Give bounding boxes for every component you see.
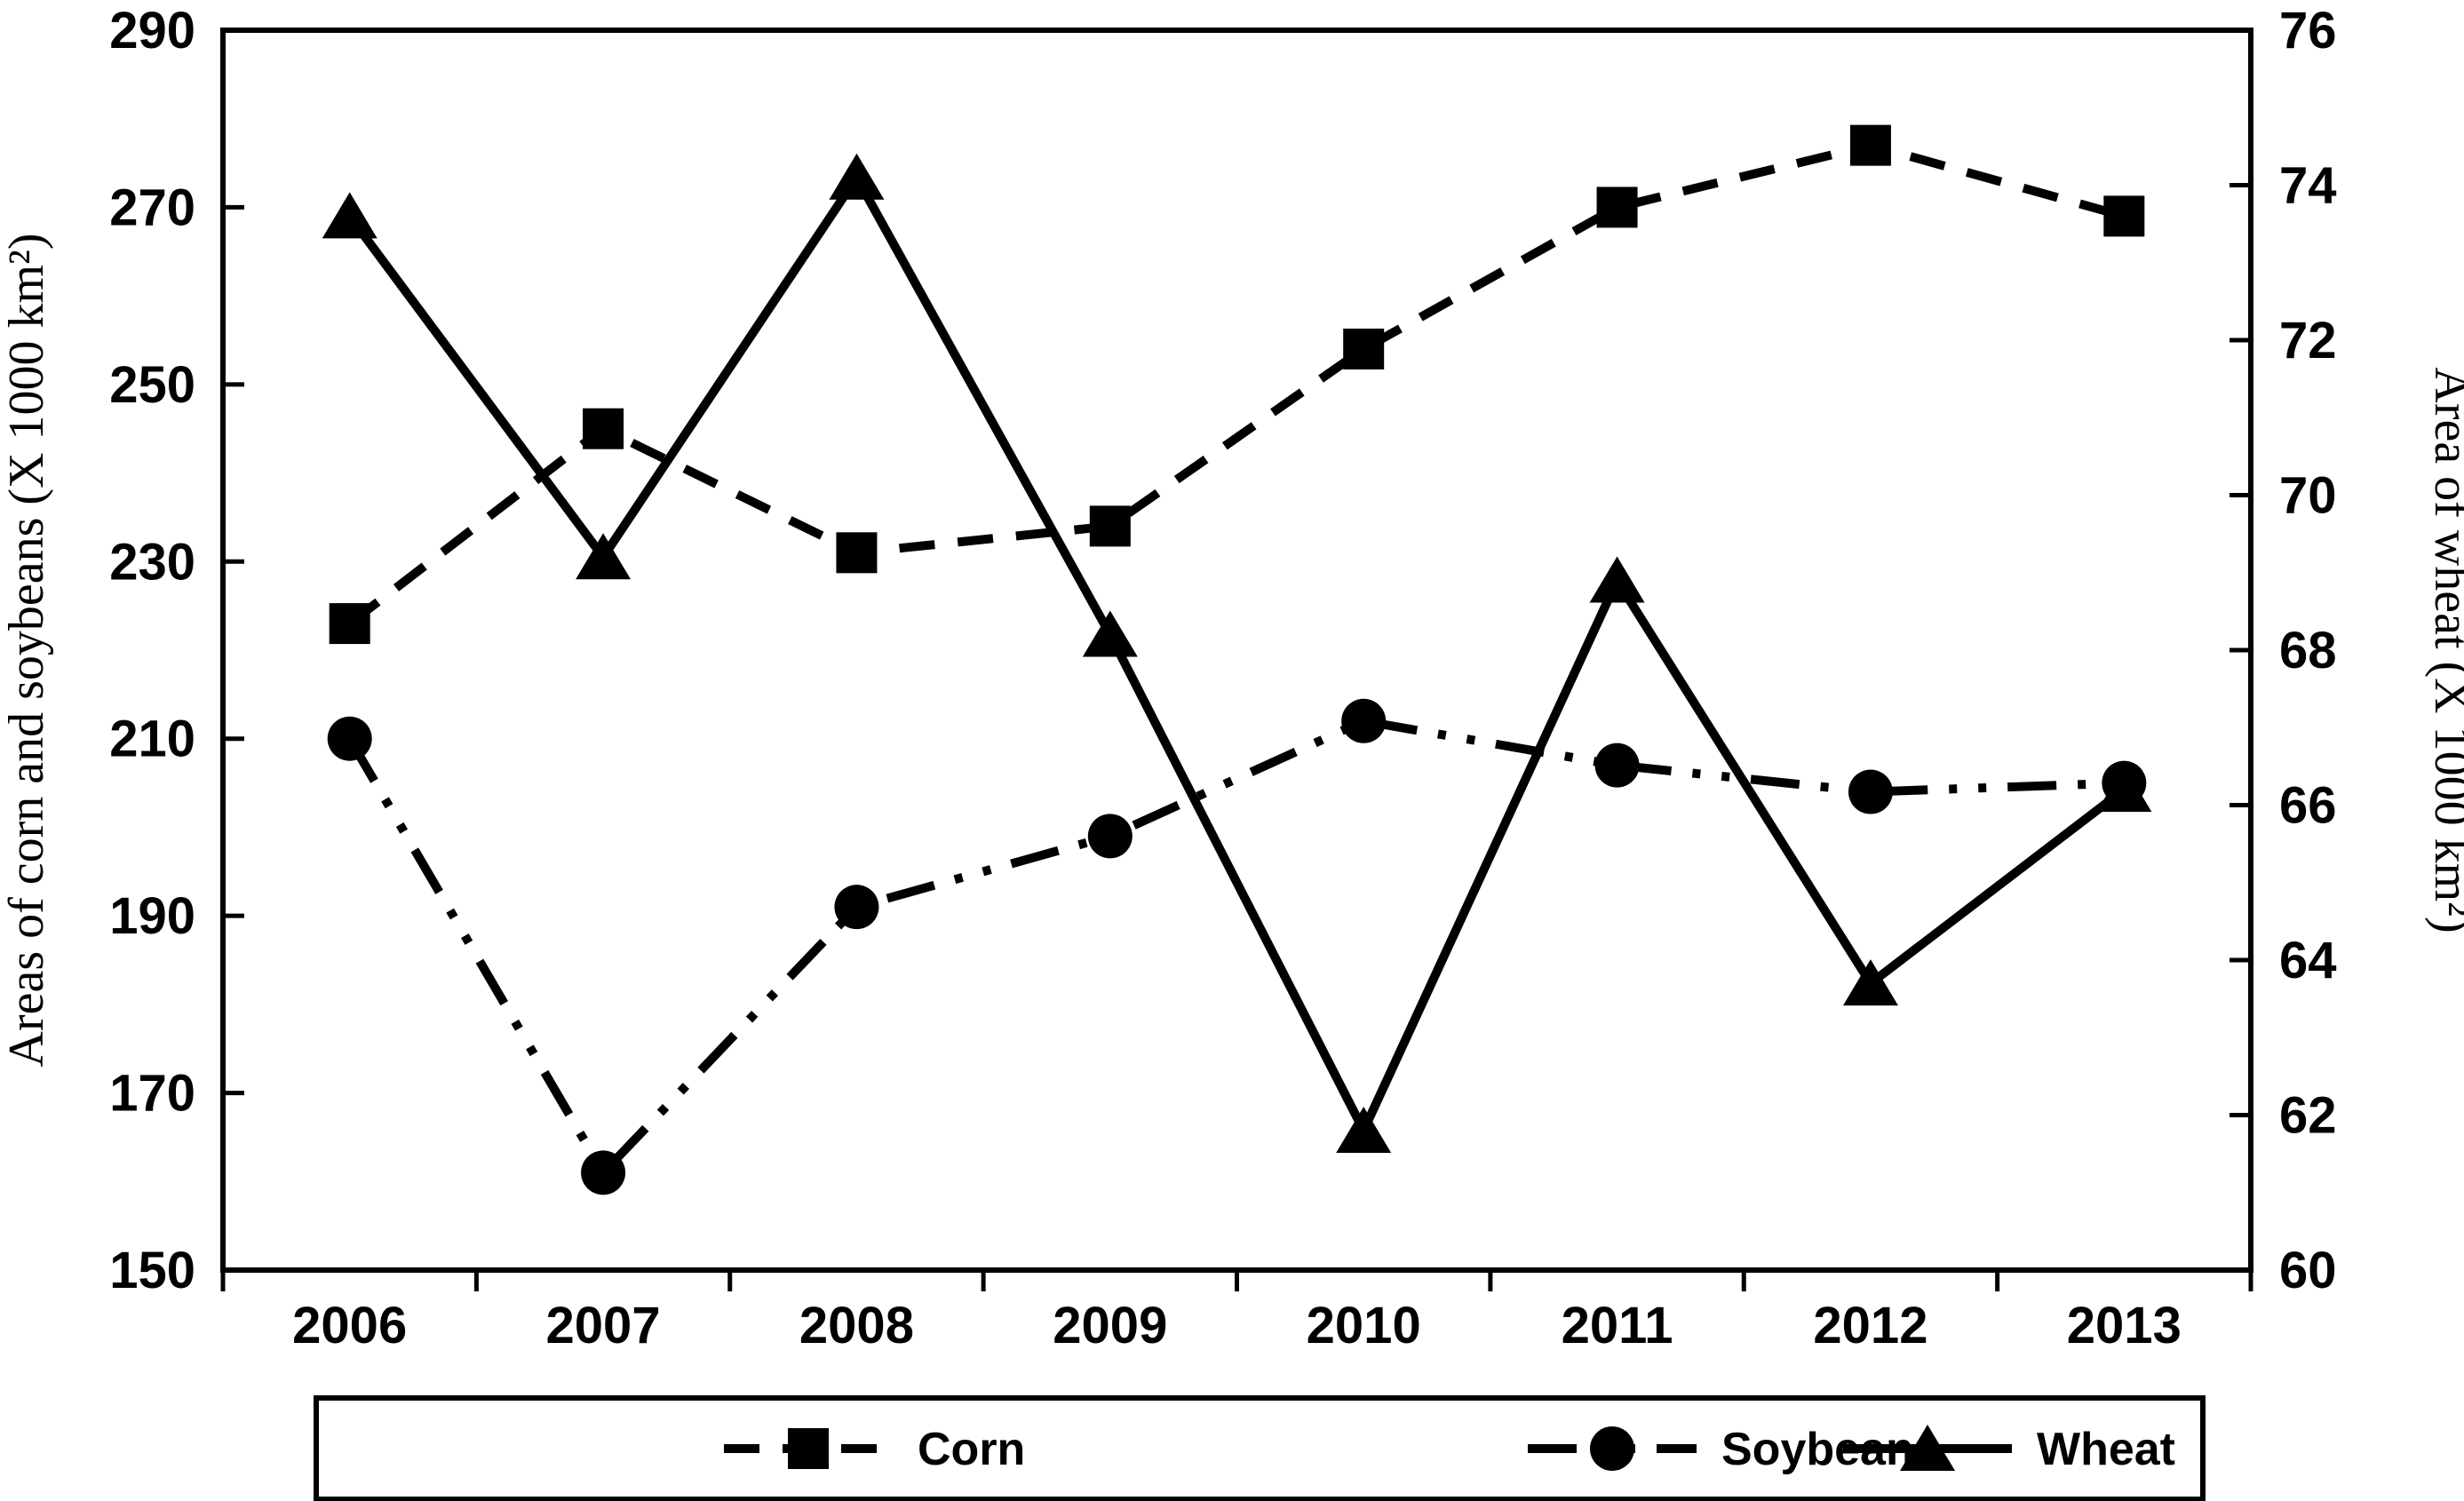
corn-line xyxy=(346,140,2126,628)
left-axis-tick-label: 190 xyxy=(109,887,195,945)
legend-entry-wheat: Wheat xyxy=(1843,1424,2175,1475)
corn-marker xyxy=(1849,124,1891,166)
x-axis-tick-label: 2011 xyxy=(1562,1297,1673,1354)
left-axis-tick-label: 290 xyxy=(109,2,195,60)
corn-marker xyxy=(1343,328,1385,369)
legend-circle-marker xyxy=(1590,1426,1634,1471)
x-axis-tick-label: 2006 xyxy=(292,1297,407,1354)
left-axis-tick-label: 230 xyxy=(109,533,195,591)
legend-square-marker xyxy=(788,1428,829,1469)
x-axis-tick-label: 2009 xyxy=(1053,1297,1167,1354)
left-axis-title: Areas of corn and soybeans (X 1000 km²) xyxy=(0,234,54,1068)
corn-marker xyxy=(836,532,878,574)
corn-marker xyxy=(583,408,624,449)
corn-marker xyxy=(2103,195,2145,237)
right-axis-tick-label: 72 xyxy=(2279,312,2337,369)
soybeans-marker xyxy=(834,885,879,930)
left-axis-tick-label: 250 xyxy=(109,356,195,414)
left-axis-tick-label: 210 xyxy=(109,711,195,768)
right-axis xyxy=(2230,28,2251,1273)
right-axis-tick-label: 66 xyxy=(2279,777,2337,835)
right-axis-title: Area of wheat (X 1000 km²) xyxy=(2424,367,2464,933)
soybeans-marker xyxy=(1087,814,1133,859)
right-axis-tick-label: 62 xyxy=(2279,1087,2337,1145)
x-axis-tick-label: 2007 xyxy=(546,1297,661,1354)
left-axis-tick-label: 170 xyxy=(109,1065,195,1123)
corn-marker xyxy=(329,603,370,645)
right-axis-tick-label: 70 xyxy=(2279,467,2337,525)
soybeans-marker xyxy=(327,716,372,761)
x-axis xyxy=(220,1270,2253,1291)
wheat-marker xyxy=(829,153,885,200)
wheat-line xyxy=(346,169,2127,1141)
legend-label: Corn xyxy=(918,1424,1025,1475)
corn-marker xyxy=(1089,505,1131,547)
right-axis-tick-label: 60 xyxy=(2279,1242,2337,1299)
wheat-marker xyxy=(1589,556,1645,603)
right-axis-tick-label: 64 xyxy=(2279,932,2337,989)
wheat-marker xyxy=(1336,1106,1392,1153)
wheat-marker xyxy=(322,192,378,239)
soybeans-marker xyxy=(2102,760,2147,806)
right-axis-tick-label: 68 xyxy=(2279,622,2337,679)
left-axis-tick-label: 270 xyxy=(109,179,195,236)
x-axis-tick-label: 2010 xyxy=(1307,1297,1421,1354)
corn-marker xyxy=(1596,187,1638,228)
legend: Corn Soybeans Wheat xyxy=(314,1395,2206,1501)
series-soybeans xyxy=(327,698,2147,1195)
legend-entry-corn: Corn xyxy=(724,1424,1025,1475)
wheat-marker xyxy=(1082,610,1138,657)
x-axis-tick-label: 2008 xyxy=(799,1297,914,1354)
left-axis-tick-label: 150 xyxy=(109,1242,195,1299)
legend-triangle-marker xyxy=(1900,1425,1955,1471)
series-corn xyxy=(329,124,2145,645)
soybeans-marker xyxy=(1594,743,1640,788)
soybeans-marker xyxy=(1848,769,1893,814)
soybeans-marker xyxy=(1341,698,1387,743)
x-axis-tick-label: 2012 xyxy=(1813,1297,1927,1354)
left-axis xyxy=(223,28,244,1273)
right-axis-tick-label: 74 xyxy=(2279,157,2337,215)
soybeans-line xyxy=(346,716,2125,1180)
soybeans-marker xyxy=(581,1150,626,1195)
legend-label: Wheat xyxy=(2037,1424,2175,1475)
wheat-marker xyxy=(576,533,632,580)
wheat-marker xyxy=(1842,959,1898,1006)
x-axis-tick-label: 2013 xyxy=(2067,1297,2182,1354)
right-axis-tick-label: 76 xyxy=(2279,2,2337,60)
